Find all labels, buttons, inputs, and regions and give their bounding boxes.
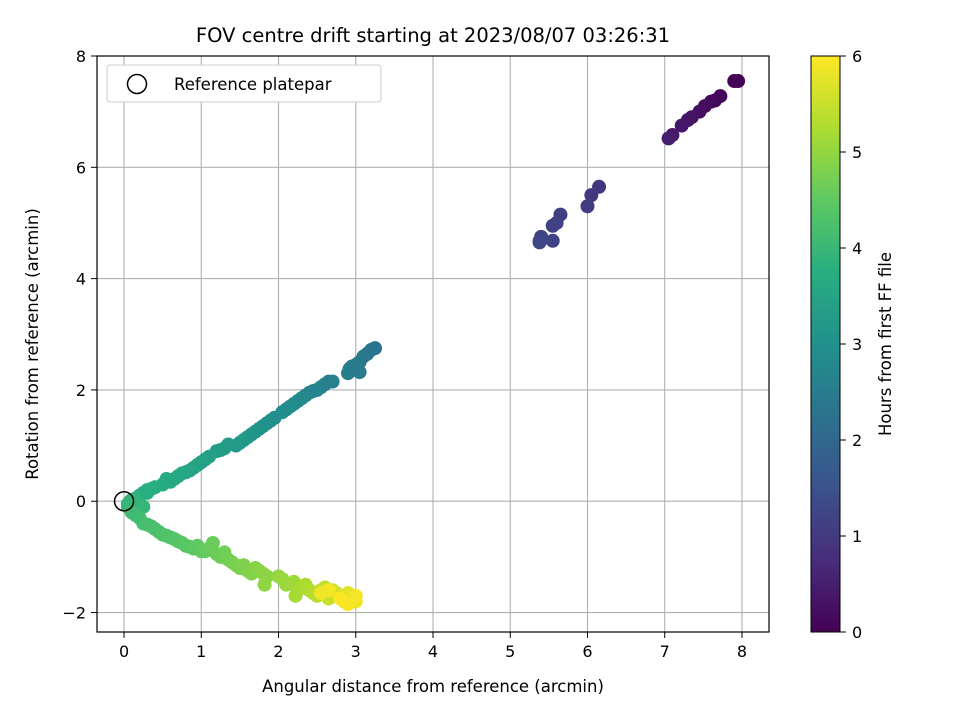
- x-axis-ticks: 0 1 2 3 4 5 6 7 8: [119, 632, 747, 661]
- y-tick-label: 0: [76, 492, 86, 511]
- colorbar-tick-label: 4: [852, 239, 862, 258]
- y-tick-label: 6: [76, 158, 86, 177]
- data-point: [532, 235, 547, 250]
- data-point: [661, 131, 676, 146]
- data-point: [727, 74, 742, 89]
- colorbar: [810, 55, 841, 633]
- colorbar-tick-label: 3: [852, 335, 862, 354]
- x-tick-label: 6: [582, 642, 592, 661]
- data-point: [205, 535, 220, 550]
- x-tick-label: 4: [428, 642, 438, 661]
- x-tick-label: 5: [505, 642, 515, 661]
- x-axis-label: Angular distance from reference (arcmin): [262, 677, 604, 696]
- y-axis-label: Rotation from reference (arcmin): [23, 208, 42, 480]
- data-point: [545, 233, 560, 248]
- colorbar-tick-label: 2: [852, 431, 862, 450]
- legend-box: [106, 64, 382, 103]
- data-points: [120, 74, 746, 612]
- y-axis-ticks: −2 0 2 4 6 8: [62, 47, 97, 623]
- y-tick-label: 8: [76, 47, 86, 66]
- data-point: [584, 188, 599, 203]
- colorbar-label: Hours from first FF file: [876, 252, 895, 436]
- data-point: [333, 591, 348, 606]
- x-tick-label: 0: [119, 642, 129, 661]
- x-tick-label: 1: [196, 642, 206, 661]
- legend-reference-marker: [126, 73, 148, 95]
- legend: Reference platepar: [106, 64, 382, 103]
- data-point: [674, 118, 689, 133]
- x-tick-label: 8: [737, 642, 747, 661]
- colorbar-tick-label: 0: [852, 623, 862, 642]
- colorbar-ticks: 0 1 2 3 4 5 6: [840, 47, 862, 642]
- reference-platepar-marker: [113, 490, 135, 512]
- y-tick-label: −2: [62, 604, 86, 623]
- data-point: [545, 218, 560, 233]
- x-tick-label: 7: [660, 642, 670, 661]
- x-tick-label: 3: [351, 642, 361, 661]
- data-point: [140, 485, 155, 500]
- x-tick-label: 2: [273, 642, 283, 661]
- data-point: [352, 365, 367, 380]
- data-point: [314, 586, 328, 601]
- colorbar-tick-label: 6: [852, 47, 862, 66]
- chart-title: FOV centre drift starting at 2023/08/07 …: [196, 24, 670, 47]
- y-tick-label: 4: [76, 270, 86, 289]
- data-point: [257, 577, 272, 592]
- legend-entry-reference: Reference platepar: [174, 75, 332, 94]
- y-tick-label: 2: [76, 381, 86, 400]
- grid-lines: [97, 55, 769, 632]
- data-point: [341, 366, 356, 381]
- reference-marker-group: [113, 490, 135, 512]
- colorbar-tick-label: 1: [852, 527, 862, 546]
- data-point: [580, 199, 595, 214]
- colorbar-tick-label: 5: [852, 143, 862, 162]
